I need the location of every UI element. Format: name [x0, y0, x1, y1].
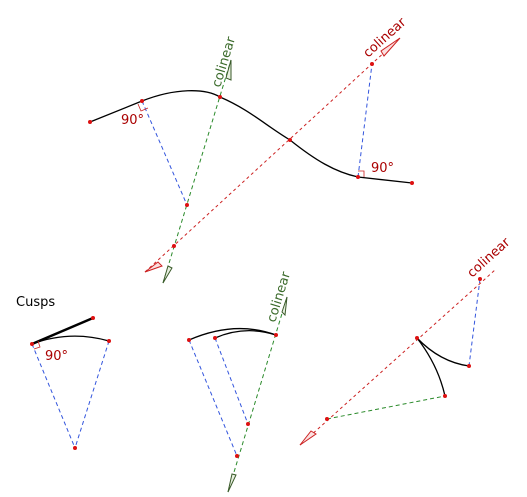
top-figure: 90° 90° colinear colinear: [88, 15, 414, 284]
angle-label: 90°: [45, 349, 68, 364]
colinear-label: colinear: [209, 35, 239, 90]
section-title: Cusps: [16, 295, 55, 310]
cusp-left: 90°: [30, 316, 111, 450]
angle-label: 90°: [371, 161, 394, 176]
cusp-middle: colinear: [187, 270, 294, 493]
cusp-right: colinear: [299, 235, 514, 446]
colinear-label: colinear: [264, 270, 294, 325]
colinear-label: colinear: [465, 235, 514, 281]
angle-label: 90°: [121, 113, 144, 128]
